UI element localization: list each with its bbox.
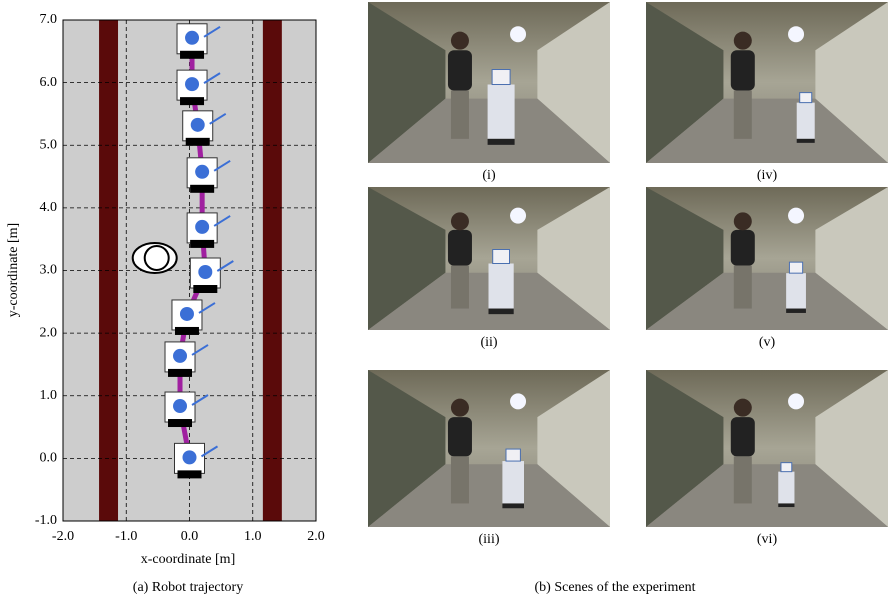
scene-photo — [368, 370, 610, 527]
scene-photo — [646, 2, 888, 163]
robot-base — [190, 185, 214, 193]
y-tick-label: 0.0 — [40, 451, 58, 466]
robot-base — [786, 309, 806, 313]
robot-base — [778, 503, 794, 507]
person-body — [731, 417, 755, 456]
robot-body — [488, 85, 515, 139]
y-tick-label: 1.0 — [40, 388, 58, 403]
robot-body — [797, 103, 815, 139]
robot-head — [493, 250, 510, 264]
person-head — [734, 212, 752, 230]
scene-photo — [368, 187, 610, 330]
y-tick-label: 7.0 — [40, 12, 58, 27]
figure: (a) Robot trajectory (b) Scenes of the e… — [0, 0, 889, 602]
robot-base — [186, 138, 210, 146]
robot-head — [198, 265, 212, 279]
robot-head — [185, 31, 199, 45]
robot-head — [191, 118, 205, 132]
robot-head — [173, 349, 187, 363]
y-tick-label: 5.0 — [40, 137, 58, 152]
light — [788, 393, 804, 409]
x-tick-label: 0.0 — [181, 529, 199, 544]
robot-head — [781, 463, 792, 472]
scene-label: (iv) — [757, 168, 778, 183]
robot-body — [786, 273, 806, 308]
person-head — [734, 399, 752, 417]
robot-base — [489, 309, 514, 315]
robot-base — [168, 419, 192, 427]
x-tick-label: 1.0 — [244, 529, 262, 544]
person-head — [451, 399, 469, 417]
person-legs — [451, 91, 469, 139]
robot-head — [789, 262, 802, 273]
robot-base — [797, 139, 815, 143]
person-legs — [734, 91, 752, 139]
robot-head — [800, 93, 812, 103]
scene-photo — [646, 187, 888, 330]
robot-head — [173, 399, 187, 413]
robot-base — [190, 240, 214, 248]
y-tick-label: 6.0 — [40, 75, 58, 90]
light — [510, 393, 526, 409]
robot-body — [778, 472, 794, 504]
robot-base — [178, 470, 202, 478]
person-head — [734, 32, 752, 50]
person-legs — [734, 456, 752, 503]
robot-head — [180, 307, 194, 321]
robot-head — [195, 220, 209, 234]
wall — [263, 20, 282, 521]
robot-base — [168, 369, 192, 377]
robot-base — [175, 327, 199, 335]
person-head — [145, 246, 169, 270]
scene-photo — [646, 370, 888, 527]
light — [788, 208, 804, 224]
robot-base — [193, 285, 217, 293]
light — [510, 26, 526, 42]
y-tick-label: -1.0 — [35, 513, 57, 528]
robot-head — [183, 450, 197, 464]
x-tick-label: 2.0 — [307, 529, 325, 544]
robot-head — [492, 70, 510, 85]
y-tick-label: 3.0 — [40, 263, 58, 278]
person-legs — [451, 266, 469, 309]
robot-head — [506, 449, 520, 461]
light — [510, 208, 526, 224]
person-body — [448, 50, 472, 90]
y-tick-label: 2.0 — [40, 325, 58, 340]
person-body — [448, 417, 472, 456]
light — [788, 26, 804, 42]
x-tick-label: -1.0 — [115, 529, 137, 544]
scene-label: (i) — [482, 168, 496, 183]
person-legs — [734, 266, 752, 309]
y-tick-label: 4.0 — [40, 200, 58, 215]
x-axis-label: x-coordinate [m] — [141, 552, 235, 567]
scene-photo — [368, 2, 610, 163]
robot-base — [180, 51, 204, 59]
x-tick-label: -2.0 — [52, 529, 74, 544]
person-head — [451, 32, 469, 50]
robot-body — [502, 461, 524, 503]
robot-base — [180, 97, 204, 105]
robot-head — [185, 77, 199, 91]
scene-label: (vi) — [757, 532, 778, 547]
person-head — [451, 212, 469, 230]
person-body — [731, 50, 755, 90]
y-axis-label: y-coordinate [m] — [6, 223, 21, 317]
scene-label: (ii) — [480, 335, 497, 350]
robot-base — [502, 503, 524, 508]
caption: (b) Scenes of the experiment — [535, 580, 696, 595]
robot-head — [195, 165, 209, 179]
scene-label: (v) — [759, 335, 776, 350]
robot-body — [489, 264, 514, 309]
person-body — [731, 230, 755, 266]
robot-base — [488, 139, 515, 145]
person-body — [448, 230, 472, 266]
scene-label: (iii) — [479, 532, 500, 547]
caption: (a) Robot trajectory — [133, 580, 243, 595]
person-legs — [451, 456, 469, 503]
